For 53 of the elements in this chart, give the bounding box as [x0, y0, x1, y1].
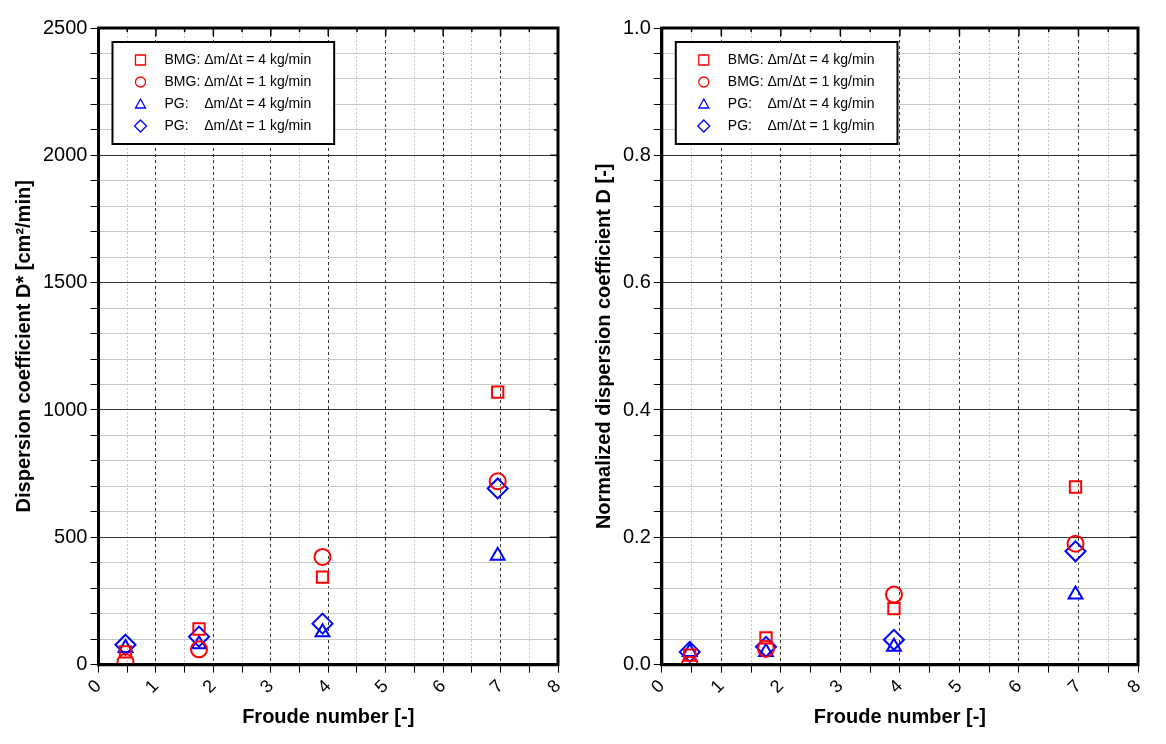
legend-label: BMG: Δm/Δt = 4 kg/min [164, 50, 312, 67]
x-tick-label: 1 [141, 675, 163, 697]
x-tick-label: 0 [646, 675, 669, 697]
y-tick-label: 0.8 [622, 142, 651, 165]
point [192, 622, 206, 636]
point [486, 477, 509, 500]
y-tick-label: 0 [76, 652, 88, 675]
legend-label: PG: Δm/Δt = 1 kg/min [164, 116, 312, 133]
y-tick-label: 1500 [42, 270, 88, 293]
x-tick-label: 3 [255, 675, 278, 697]
point [114, 633, 137, 656]
x-tick-label: 6 [428, 675, 450, 697]
x-axis-title: Froude number [-] [242, 704, 415, 727]
x-axis-title: Froude number [-] [813, 704, 987, 727]
x-tick-label: 4 [885, 675, 907, 697]
legend-label: BMG: Δm/Δt = 1 kg/min [164, 72, 312, 89]
point [491, 385, 505, 399]
x-tick-label: 1 [706, 675, 728, 697]
legend-label: PG: Δm/Δt = 4 kg/min [727, 94, 875, 111]
y-tick-label: 0.4 [622, 397, 651, 420]
x-tick-label: 7 [485, 675, 507, 697]
point [315, 570, 330, 584]
y-tick-label: 2000 [42, 142, 88, 165]
legend-label: BMG: Δm/Δt = 4 kg/min [727, 50, 875, 67]
x-tick-label: 5 [944, 675, 966, 697]
x-tick-label: 2 [198, 675, 220, 697]
point [488, 472, 507, 491]
x-tick-label: 4 [313, 675, 335, 697]
legend-label: PG: Δm/Δt = 4 kg/min [164, 94, 312, 111]
y-axis-title: Dispersion coefficient D* [cm²/min] [11, 180, 34, 513]
y-tick-label: 1000 [42, 397, 88, 420]
x-tick-label: 7 [1063, 675, 1085, 697]
y-tick-label: 2500 [42, 15, 88, 38]
legend-label: PG: Δm/Δt = 1 kg/min [727, 116, 875, 133]
x-tick-label: 6 [1004, 675, 1026, 697]
x-tick-label: 8 [1123, 675, 1145, 697]
point [489, 546, 506, 561]
y-tick-label: 0.6 [622, 270, 651, 293]
y-tick-label: 500 [54, 524, 88, 547]
x-tick-label: 2 [765, 675, 788, 697]
point [313, 547, 332, 566]
x-tick-label: 0 [83, 675, 105, 697]
x-tick-label: 5 [370, 675, 393, 697]
point [311, 612, 334, 635]
y-tick-label: 1.0 [622, 15, 651, 38]
point [190, 640, 209, 659]
y-tick-label: 0.0 [622, 652, 651, 675]
x-tick-label: 3 [825, 675, 847, 697]
y-tick-label: 0.2 [622, 524, 651, 547]
legend-label: BMG: Δm/Δt = 1 kg/min [727, 72, 875, 89]
y-axis-title: Normalized dispersion coefficient D [-] [591, 163, 614, 530]
x-tick-label: 8 [543, 675, 565, 697]
point [188, 625, 211, 648]
